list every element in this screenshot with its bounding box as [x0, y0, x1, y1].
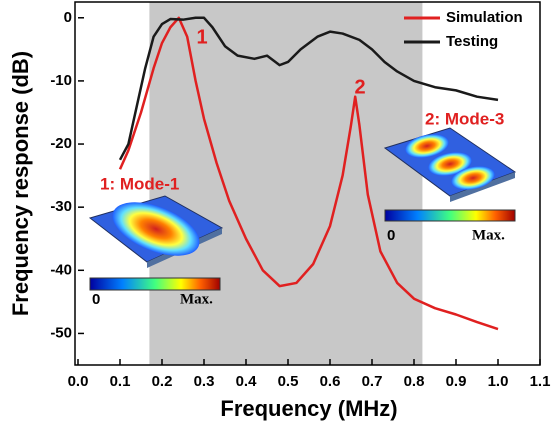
- x-tick-label: 1.0: [488, 373, 509, 390]
- x-tick-label: 0.0: [68, 373, 89, 390]
- annotation: Max.: [180, 291, 213, 307]
- series-line: [118, 16, 499, 331]
- y-tick-label: 0: [64, 9, 72, 26]
- series-line: [118, 16, 499, 161]
- y-tick-label: -10: [50, 72, 72, 89]
- mode-3-field: [428, 152, 472, 176]
- annotation: 2: [354, 76, 365, 98]
- x-tick-label: 0.1: [110, 373, 131, 390]
- y-tick-label: -50: [50, 324, 72, 341]
- mode-3-field: [405, 134, 449, 158]
- mode-1-field: [112, 202, 200, 256]
- x-tick-label: 0.3: [194, 373, 215, 390]
- mode-3-field: [451, 166, 495, 190]
- colorbar: [384, 209, 516, 222]
- x-tick-label: 1.1: [530, 373, 551, 390]
- x-tick-label: 0.6: [320, 373, 341, 390]
- x-tick-label: 0.5: [278, 373, 299, 390]
- insets: 1 2 1: Mode-1 2: Mode-3 0 Max. 0 Max.: [88, 26, 517, 308]
- annotation: 0: [92, 291, 100, 308]
- legend-label: Testing: [446, 33, 498, 50]
- x-tick-label: 0.9: [446, 373, 467, 390]
- x-tick-label: 0.7: [362, 373, 383, 390]
- plot-frame: [74, 1, 541, 366]
- annotation: 1: [196, 26, 207, 48]
- annotation: 0: [387, 227, 395, 244]
- annotation: 2: Mode-3: [425, 109, 504, 128]
- annotation: Max.: [472, 227, 505, 243]
- y-axis-label: Frequency response (dB): [8, 51, 33, 316]
- plate-edge: [450, 172, 515, 202]
- x-tick-label: 0.4: [236, 373, 258, 390]
- colorbar: [89, 277, 221, 291]
- x-axis-label: Frequency (MHz): [220, 396, 397, 421]
- x-tick-label: 0.8: [404, 373, 425, 390]
- y-tick-label: -40: [50, 261, 72, 278]
- x-tick-label: 0.2: [152, 373, 173, 390]
- y-tick-label: -20: [50, 135, 72, 152]
- legend-label: Simulation: [446, 9, 523, 26]
- annotation: 1: Mode-1: [100, 174, 179, 193]
- y-tick-label: -30: [50, 198, 72, 215]
